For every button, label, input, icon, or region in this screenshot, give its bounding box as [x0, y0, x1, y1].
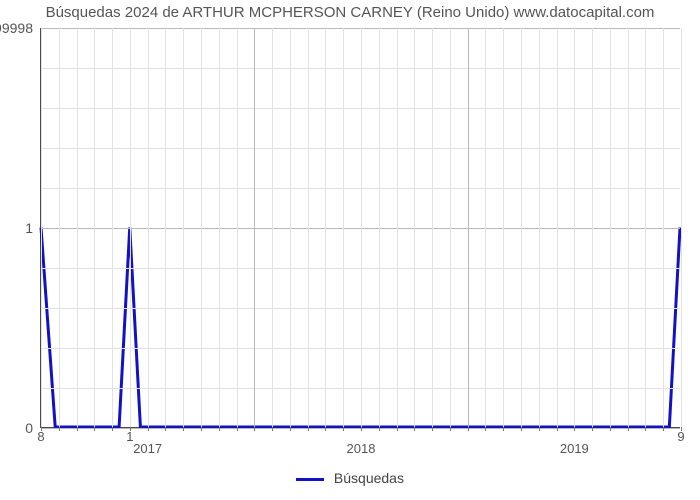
x-tick-label: 2018 — [347, 427, 376, 456]
chart-container: Búsquedas 2024 de ARTHUR MCPHERSON CARNE… — [0, 0, 700, 500]
x-minor-tick — [272, 427, 273, 431]
grid-v-minor — [183, 28, 184, 427]
x-minor-tick — [94, 427, 95, 431]
grid-v-minor — [201, 28, 202, 427]
grid-v-minor — [485, 28, 486, 427]
x-minor-tick — [77, 427, 78, 431]
x-minor-tick — [59, 427, 60, 431]
legend-label: Búsquedas — [334, 470, 404, 486]
x-minor-tick — [503, 427, 504, 431]
grid-v-minor — [272, 28, 273, 427]
grid-v-minor — [628, 28, 629, 427]
x-minor-tick — [165, 427, 166, 431]
x-end-label-right: 9 — [677, 427, 684, 444]
grid-v-minor — [165, 28, 166, 427]
grid-v-minor — [503, 28, 504, 427]
grid-v-minor — [148, 28, 149, 427]
grid-v-minor — [592, 28, 593, 427]
grid-v-minor — [41, 28, 42, 427]
x-minor-tick — [432, 427, 433, 431]
grid-v-minor — [663, 28, 664, 427]
grid-v-minor — [361, 28, 362, 427]
grid-v-minor — [77, 28, 78, 427]
grid-v-minor — [521, 28, 522, 427]
y-tick-label: 1.9999999999999998 — [0, 20, 41, 36]
y-tick-label: 1 — [25, 220, 41, 236]
x-minor-tick — [592, 427, 593, 431]
grid-v-minor — [397, 28, 398, 427]
x-minor-tick — [663, 427, 664, 431]
grid-v-minor — [308, 28, 309, 427]
x-minor-tick — [343, 427, 344, 431]
grid-v-minor — [539, 28, 540, 427]
grid-v-minor — [610, 28, 611, 427]
x-minor-tick — [237, 427, 238, 431]
legend-swatch — [296, 478, 324, 481]
x-minor-tick — [201, 427, 202, 431]
grid-v-major — [468, 28, 469, 427]
x-minor-tick — [397, 427, 398, 431]
x-minor-tick — [325, 427, 326, 431]
grid-v-minor — [574, 28, 575, 427]
grid-v-minor — [325, 28, 326, 427]
x-minor-tick — [557, 427, 558, 431]
x-end-label-left: 8 — [37, 427, 44, 444]
grid-v-minor — [290, 28, 291, 427]
x-minor-tick — [379, 427, 380, 431]
x-minor-tick — [521, 427, 522, 431]
x-minor-tick — [219, 427, 220, 431]
grid-v-major — [254, 28, 255, 427]
x-minor-tick — [254, 427, 255, 431]
grid-v-minor — [432, 28, 433, 427]
x-minor-tick — [468, 427, 469, 431]
grid-v-minor — [130, 28, 131, 427]
grid-v-minor — [645, 28, 646, 427]
chart-title: Búsquedas 2024 de ARTHUR MCPHERSON CARNE… — [0, 4, 700, 21]
grid-v-minor — [557, 28, 558, 427]
grid-v-minor — [450, 28, 451, 427]
x-minor-tick — [308, 427, 309, 431]
grid-v-minor — [343, 28, 344, 427]
grid-v-minor — [219, 28, 220, 427]
grid-v-minor — [681, 28, 682, 427]
grid-v-minor — [94, 28, 95, 427]
x-tick-label: 2019 — [560, 427, 589, 456]
grid-v-minor — [414, 28, 415, 427]
x-minor-tick — [610, 427, 611, 431]
x-minor-tick — [539, 427, 540, 431]
x-minor-tick — [628, 427, 629, 431]
grid-v-minor — [237, 28, 238, 427]
x-tick-label: 2017 — [133, 427, 162, 456]
grid-v-minor — [59, 28, 60, 427]
x-minor-tick — [645, 427, 646, 431]
legend: Búsquedas — [0, 470, 700, 486]
x-minor-tick — [112, 427, 113, 431]
x-minor-tick — [485, 427, 486, 431]
x-minor-tick — [290, 427, 291, 431]
grid-v-minor — [379, 28, 380, 427]
annotation: 1 — [126, 427, 133, 444]
plot-area: 011.9999999999999998201720182019891 — [40, 28, 680, 428]
x-minor-tick — [414, 427, 415, 431]
x-minor-tick — [450, 427, 451, 431]
grid-v-minor — [112, 28, 113, 427]
x-minor-tick — [183, 427, 184, 431]
